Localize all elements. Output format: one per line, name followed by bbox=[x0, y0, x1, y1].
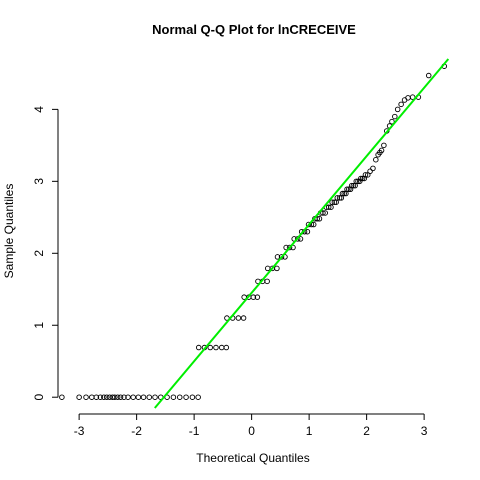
data-point bbox=[358, 175, 364, 182]
data-point bbox=[170, 394, 177, 400]
data-point bbox=[274, 265, 280, 272]
y-tick-label: 0 bbox=[32, 394, 46, 401]
data-point bbox=[398, 101, 404, 108]
x-tick-label: 2 bbox=[363, 424, 370, 438]
data-point bbox=[378, 147, 385, 154]
data-point bbox=[109, 394, 116, 400]
data-point bbox=[112, 394, 118, 400]
data-point bbox=[195, 394, 201, 400]
data-point bbox=[359, 175, 366, 182]
data-point bbox=[106, 394, 113, 400]
y-tick-label: 3 bbox=[32, 178, 46, 185]
data-point bbox=[101, 394, 107, 400]
data-point bbox=[373, 156, 379, 163]
x-tick-label: 3 bbox=[421, 424, 428, 438]
data-point bbox=[235, 315, 242, 321]
data-point bbox=[320, 210, 326, 216]
data-point bbox=[409, 94, 416, 100]
data-point bbox=[425, 72, 432, 79]
data-point bbox=[278, 254, 285, 260]
data-point bbox=[341, 190, 347, 197]
y-axis: 0 1 2 3 4 bbox=[32, 106, 59, 401]
x-tick-label: -3 bbox=[74, 424, 85, 438]
data-point bbox=[392, 113, 398, 120]
data-point bbox=[305, 221, 312, 228]
x-axis: -3 -2 -1 0 1 2 3 bbox=[74, 413, 428, 438]
data-point bbox=[389, 118, 395, 125]
data-point bbox=[117, 394, 124, 400]
data-point bbox=[146, 394, 153, 400]
data-point bbox=[361, 175, 368, 182]
data-point bbox=[348, 182, 355, 189]
data-point bbox=[344, 186, 350, 192]
y-tick-label: 1 bbox=[32, 322, 46, 329]
chart-title: Normal Q-Q Plot for lnCRECEIVE bbox=[152, 22, 356, 37]
data-point bbox=[381, 142, 387, 149]
data-point bbox=[325, 204, 332, 210]
points-layer bbox=[59, 63, 448, 400]
data-point bbox=[286, 244, 293, 251]
data-point bbox=[103, 394, 110, 400]
data-point bbox=[334, 195, 341, 201]
data-point bbox=[328, 204, 334, 210]
data-point bbox=[176, 394, 183, 400]
data-point bbox=[331, 199, 338, 205]
data-point bbox=[254, 294, 261, 300]
data-point bbox=[353, 178, 360, 185]
data-point bbox=[125, 394, 131, 400]
data-point bbox=[329, 199, 335, 205]
data-point bbox=[152, 394, 158, 400]
y-tick-label: 4 bbox=[32, 106, 46, 113]
reference-line bbox=[154, 58, 450, 409]
data-point bbox=[304, 228, 311, 235]
data-point bbox=[264, 278, 270, 285]
data-point bbox=[240, 315, 247, 321]
data-point bbox=[189, 394, 196, 400]
data-point bbox=[250, 294, 257, 300]
data-point bbox=[121, 394, 127, 400]
data-point bbox=[93, 394, 100, 400]
x-tick-label: -1 bbox=[189, 424, 200, 438]
data-point bbox=[339, 190, 346, 197]
data-point bbox=[223, 344, 230, 351]
data-point bbox=[355, 178, 361, 185]
data-point bbox=[130, 394, 136, 400]
data-point bbox=[195, 344, 202, 351]
data-point bbox=[135, 394, 142, 400]
data-point bbox=[346, 186, 352, 192]
data-point bbox=[310, 221, 317, 228]
x-tick-label: -2 bbox=[131, 424, 142, 438]
data-point bbox=[140, 394, 147, 400]
data-point bbox=[316, 215, 323, 222]
data-point bbox=[336, 195, 343, 201]
data-point bbox=[274, 254, 281, 260]
x-tick-label: 1 bbox=[306, 424, 313, 438]
data-point bbox=[367, 168, 373, 175]
data-point bbox=[283, 244, 289, 251]
data-point bbox=[207, 344, 213, 351]
plot-area bbox=[59, 58, 450, 409]
data-point bbox=[83, 394, 89, 400]
data-point bbox=[350, 182, 357, 189]
data-point bbox=[322, 210, 328, 216]
y-tick-label: 2 bbox=[32, 250, 46, 257]
data-point bbox=[97, 394, 104, 400]
data-point bbox=[394, 106, 401, 113]
data-point bbox=[347, 186, 354, 192]
y-axis-label: Sample Quantiles bbox=[2, 184, 16, 279]
data-point bbox=[76, 394, 82, 400]
data-point bbox=[59, 394, 65, 400]
data-point bbox=[370, 165, 376, 172]
data-point bbox=[114, 394, 121, 400]
data-point bbox=[362, 172, 369, 178]
x-axis-label: Theoretical Quantiles bbox=[196, 451, 309, 465]
data-point bbox=[294, 236, 301, 242]
x-tick-label: 0 bbox=[248, 424, 255, 438]
data-point bbox=[213, 344, 219, 351]
data-point bbox=[183, 394, 189, 400]
data-point bbox=[356, 178, 363, 185]
